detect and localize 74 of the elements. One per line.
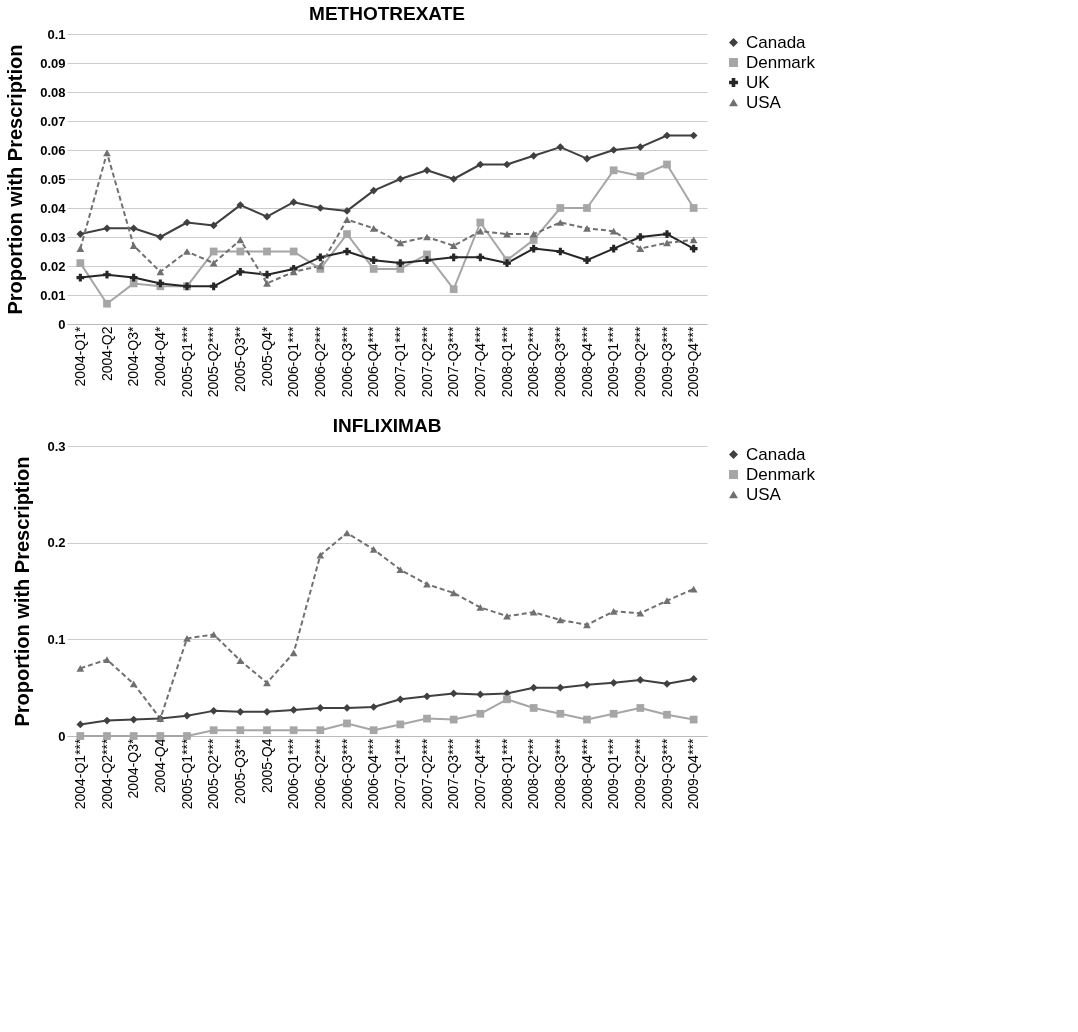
x-tick-label: 2006-Q3*** [338,325,355,398]
chart-title: METHOTREXATE [309,3,465,24]
y-axis-title: Proportion with Prescription [11,456,34,727]
y-tick-label: 0.04 [40,200,67,216]
legend-label: Denmark [746,464,816,484]
x-tick-label: 2004-Q2 [98,326,115,381]
x-tick-label: 2006-Q2*** [311,737,328,810]
chart-title: INFLIXIMAB [332,415,442,436]
legend-label: UK [746,72,771,92]
x-tick-label: 2005-Q4* [258,325,275,387]
y-axis-title: Proportion with Prescription [4,44,27,315]
x-tick-label: 2007-Q1*** [391,325,408,398]
x-tick-label: 2009-Q4*** [685,737,702,810]
y-tick-label: 0.3 [47,438,66,454]
x-tick-label: 2004-Q3* [125,325,142,387]
x-tick-label: 2006-Q1*** [285,737,302,810]
y-tick-label: 0.01 [40,287,66,303]
legend-label: USA [746,92,782,112]
x-tick-label: 2006-Q4*** [365,325,382,398]
x-tick-label: 2005-Q1*** [178,737,195,810]
x-tick-label: 2006-Q3*** [338,737,355,810]
y-tick-label: 0.08 [40,84,66,100]
x-tick-label: 2008-Q1*** [498,737,515,810]
x-tick-label: 2009-Q4*** [685,325,702,398]
x-tick-label: 2008-Q3*** [551,325,568,398]
x-tick-label: 2008-Q3*** [551,737,568,810]
y-tick-label: 0.09 [40,55,66,71]
y-tick-label: 0.07 [40,113,66,129]
x-tick-label: 2004-Q1* [71,325,88,387]
x-tick-label: 2009-Q1*** [605,737,622,810]
x-tick-label: 2008-Q2*** [525,325,542,398]
x-tick-label: 2005-Q1*** [178,325,195,398]
x-tick-label: 2009-Q1*** [605,325,622,398]
x-tick-label: 2007-Q2*** [418,325,435,398]
x-tick-label: 2005-Q4 [258,738,275,793]
y-tick-label: 0.2 [47,535,66,551]
x-tick-label: 2008-Q4*** [578,325,595,398]
x-tick-label: 2005-Q2*** [205,325,222,398]
x-tick-label: 2007-Q1*** [391,737,408,810]
x-tick-label: 2006-Q2*** [311,325,328,398]
y-tick-label: 0.02 [40,258,66,274]
legend-label: Canada [746,32,807,52]
x-tick-label: 2009-Q2*** [631,737,648,810]
x-tick-label: 2008-Q1*** [498,325,515,398]
x-tick-label: 2007-Q3*** [445,737,462,810]
y-tick-label: 0.05 [40,171,66,187]
x-tick-label: 2004-Q4 [151,738,168,793]
x-tick-label: 2009-Q2*** [631,325,648,398]
x-tick-label: 2009-Q3*** [658,737,675,810]
x-tick-label: 2008-Q4*** [578,737,595,810]
x-tick-label: 2004-Q4* [151,325,168,387]
y-tick-label: 0 [58,728,66,744]
y-tick-label: 0 [58,316,66,332]
y-tick-label: 0.06 [40,142,66,158]
x-tick-label: 2006-Q4*** [365,737,382,810]
x-tick-label: 2007-Q4*** [471,737,488,810]
x-tick-label: 2005-Q3** [231,737,248,804]
y-tick-label: 0.1 [47,631,66,647]
legend-label: Canada [746,444,807,464]
x-tick-label: 2007-Q2*** [418,737,435,810]
x-tick-label: 2004-Q1*** [71,737,88,810]
x-tick-label: 2007-Q3*** [445,325,462,398]
x-tick-label: 2008-Q2*** [525,737,542,810]
x-tick-label: 2004-Q2*** [98,737,115,810]
y-tick-label: 0.1 [47,26,66,42]
x-tick-label: 2004-Q3* [125,737,142,799]
x-tick-label: 2005-Q2*** [205,737,222,810]
legend-label: Denmark [746,52,816,72]
legend-label: USA [746,484,782,504]
x-tick-label: 2009-Q3*** [658,325,675,398]
x-tick-label: 2007-Q4*** [471,325,488,398]
y-tick-label: 0.03 [40,229,66,245]
x-tick-label: 2006-Q1*** [285,325,302,398]
x-tick-label: 2005-Q3** [231,325,248,392]
